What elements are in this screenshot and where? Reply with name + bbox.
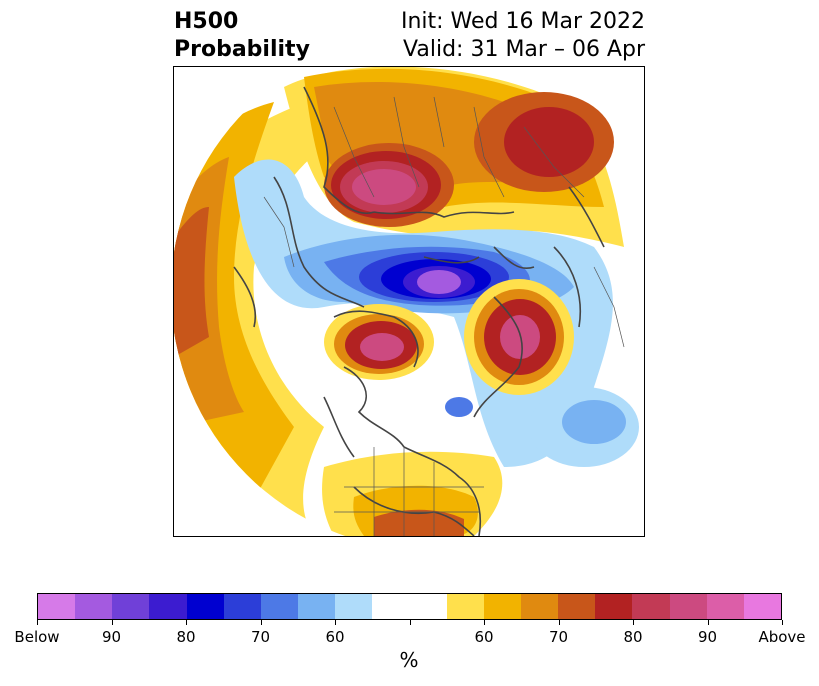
colorbar-segment bbox=[186, 594, 224, 619]
colorbar-tick-mark bbox=[782, 620, 783, 625]
colorbar-segment bbox=[260, 594, 299, 619]
above-prob-center-europe-core bbox=[352, 169, 416, 205]
colorbar-tick-label: Above bbox=[758, 628, 806, 646]
colorbar-segment bbox=[38, 594, 76, 619]
colorbar bbox=[37, 593, 782, 620]
colorbar-tick-label: 60 bbox=[474, 628, 494, 646]
colorbar-segment bbox=[669, 594, 707, 619]
colorbar-tick-mark bbox=[633, 620, 634, 625]
colorbar-tick-label: 80 bbox=[176, 628, 196, 646]
colorbar-tick-label: 90 bbox=[101, 628, 122, 646]
colorbar-tick-label: 70 bbox=[548, 628, 569, 646]
below-prob-center-atlantic-small bbox=[445, 397, 473, 417]
chart-title: H500 Probability bbox=[174, 8, 310, 64]
title-type: Probability bbox=[174, 37, 310, 62]
colorbar-tick-mark bbox=[409, 620, 411, 625]
above-prob-center-us bbox=[374, 509, 464, 536]
below-prob-center-atlantic bbox=[562, 400, 626, 444]
colorbar-segment bbox=[75, 594, 113, 619]
colorbar-segment bbox=[112, 594, 150, 619]
colorbar-segment bbox=[632, 594, 670, 619]
above-prob-center-siberia-inner bbox=[504, 107, 594, 177]
title-variable: H500 bbox=[174, 9, 239, 34]
colorbar-segment bbox=[335, 594, 373, 619]
above-prob-core-west bbox=[174, 207, 209, 357]
below-prob-center-arctic-core bbox=[417, 270, 461, 294]
colorbar-tick-mark bbox=[484, 620, 485, 625]
colorbar-tick-mark bbox=[186, 620, 187, 625]
colorbar-tick-label: 90 bbox=[697, 628, 718, 646]
colorbar-tick-mark bbox=[558, 620, 560, 625]
forecast-dates: Init: Wed 16 Mar 2022 Valid: 31 Mar – 06… bbox=[401, 8, 645, 64]
colorbar-segment bbox=[223, 594, 261, 619]
colorbar-segment bbox=[372, 594, 447, 619]
colorbar-tick-mark bbox=[707, 620, 709, 625]
colorbar-tick-label: 80 bbox=[623, 628, 643, 646]
colorbar-segment bbox=[298, 594, 336, 619]
colorbar-segment bbox=[149, 594, 187, 619]
colorbar-segment bbox=[446, 594, 484, 619]
probability-field bbox=[174, 67, 644, 536]
colorbar-unit: % bbox=[399, 648, 419, 672]
init-date: Init: Wed 16 Mar 2022 bbox=[400, 9, 645, 34]
colorbar-tick-mark bbox=[111, 620, 113, 625]
colorbar-tick-mark bbox=[335, 620, 336, 625]
probability-map bbox=[174, 67, 644, 536]
polar-map bbox=[173, 66, 645, 537]
borders bbox=[263, 96, 625, 536]
colorbar-tick-label: 60 bbox=[325, 628, 345, 646]
above-prob-center-alaska-core bbox=[360, 333, 404, 361]
colorbar-tick-label: Below bbox=[14, 628, 60, 646]
coastlines bbox=[233, 86, 605, 536]
colorbar-segment bbox=[706, 594, 744, 619]
colorbar-segment bbox=[743, 594, 782, 619]
colorbar-tick-mark bbox=[37, 620, 38, 625]
colorbar-tick-mark bbox=[260, 620, 262, 625]
colorbar-segment bbox=[521, 594, 559, 619]
colorbar-segment bbox=[595, 594, 633, 619]
colorbar-tick-label: 70 bbox=[250, 628, 271, 646]
colorbar-segment bbox=[558, 594, 596, 619]
colorbar-segment bbox=[483, 594, 522, 619]
valid-dates: Valid: 31 Mar – 06 Apr bbox=[403, 37, 645, 62]
